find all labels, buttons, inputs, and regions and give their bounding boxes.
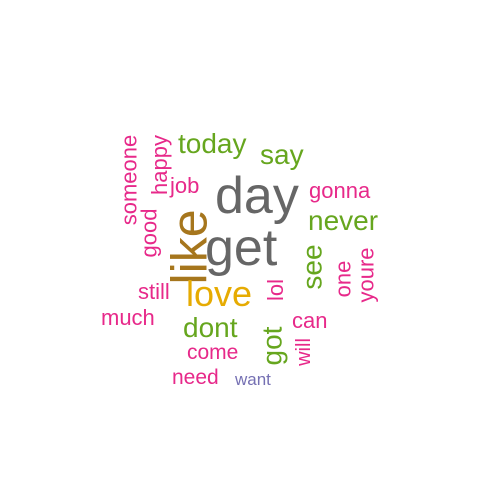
word-happy: happy (146, 135, 172, 195)
word-youre: youre (353, 247, 379, 303)
word-lol: lol (263, 278, 289, 302)
word-will: will (292, 338, 315, 366)
word-want: want (235, 370, 271, 389)
word-got: got (256, 326, 288, 366)
word-still: still (138, 279, 170, 304)
word-job: job (170, 173, 200, 198)
word-can: can (292, 308, 328, 333)
word-say: say (260, 139, 304, 170)
word-never: never (308, 205, 379, 236)
word-dont: dont (183, 312, 238, 343)
word-get: get (205, 219, 278, 277)
word-gonna: gonna (309, 178, 371, 203)
word-today: today (178, 128, 247, 159)
word-need: need (172, 366, 219, 389)
word-much: much (101, 305, 155, 330)
word-see: see (296, 244, 328, 290)
word-good: good (136, 208, 162, 258)
word-come: come (187, 341, 239, 364)
word-one: one (330, 260, 356, 298)
word-love: love (186, 273, 253, 314)
word-someone: someone (116, 134, 142, 226)
word-day: day (215, 167, 299, 225)
